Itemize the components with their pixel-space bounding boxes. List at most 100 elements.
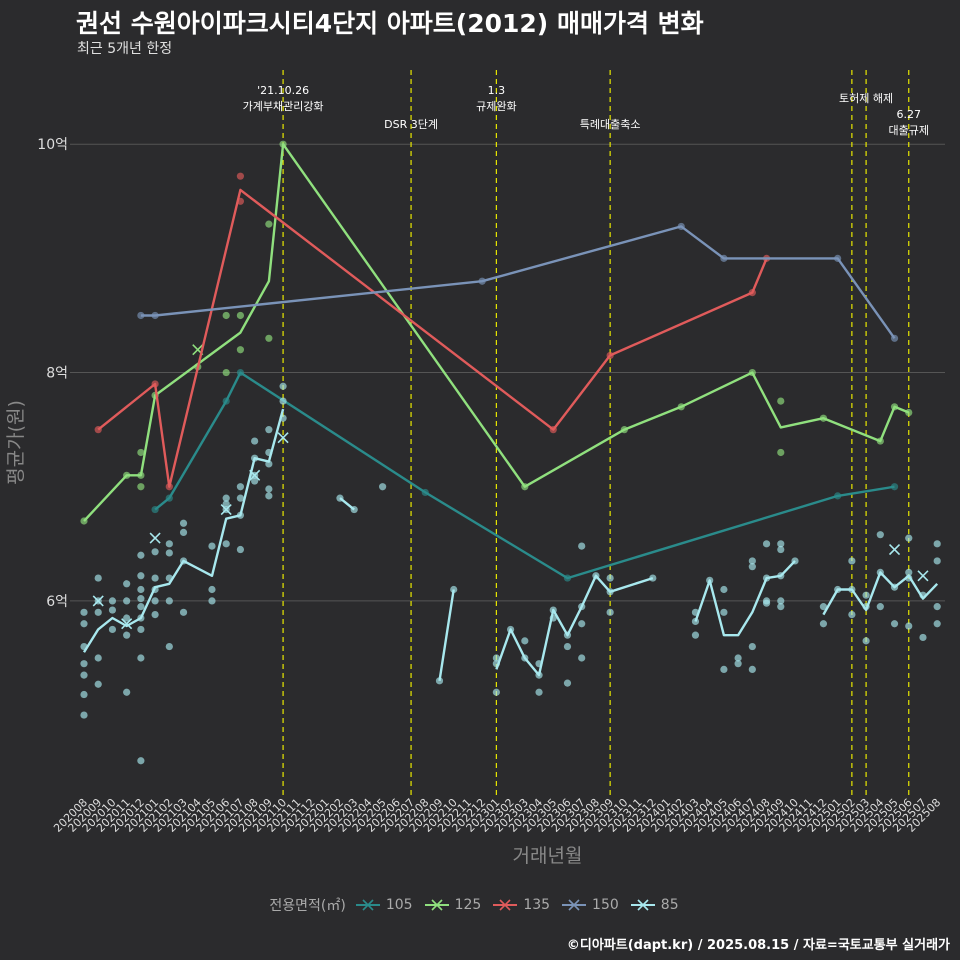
legend-label: 125 bbox=[454, 897, 482, 913]
data-point-85 bbox=[905, 534, 913, 542]
data-point-85 bbox=[222, 494, 230, 502]
series-135 bbox=[94, 172, 771, 491]
data-point-85 bbox=[933, 540, 941, 548]
data-point-125 bbox=[137, 483, 145, 491]
event-label: '21.10.26 bbox=[257, 84, 309, 97]
data-point-85 bbox=[251, 477, 259, 485]
series-line-135 bbox=[97, 188, 768, 488]
event-label: 특례대출축소 bbox=[580, 118, 641, 131]
data-point-85 bbox=[777, 597, 785, 605]
event-label: 1.3 bbox=[488, 84, 506, 97]
data-point-85 bbox=[208, 542, 216, 550]
data-point-125 bbox=[137, 448, 145, 457]
cancel-marker-85 bbox=[917, 570, 929, 582]
data-point-85 bbox=[720, 665, 728, 674]
data-point-85 bbox=[777, 540, 785, 548]
data-point-85 bbox=[80, 671, 88, 679]
data-point-85 bbox=[606, 574, 614, 582]
series-line-85 bbox=[438, 589, 455, 681]
data-point-85 bbox=[819, 620, 828, 628]
data-point-85 bbox=[151, 548, 159, 556]
data-point-85 bbox=[919, 633, 927, 642]
data-point-85 bbox=[179, 528, 188, 537]
data-point-85 bbox=[137, 572, 145, 580]
legend-label: 105 bbox=[385, 897, 413, 913]
data-point-85 bbox=[123, 597, 131, 605]
data-point-125 bbox=[265, 334, 273, 342]
cancel-marker-85 bbox=[888, 543, 901, 556]
data-point-85 bbox=[890, 620, 899, 628]
data-point-85 bbox=[279, 397, 287, 405]
data-point-85 bbox=[222, 500, 230, 508]
data-point-85 bbox=[179, 608, 188, 616]
data-point-85 bbox=[236, 483, 245, 491]
y-tick-label: 10억 bbox=[37, 137, 68, 153]
chart-subtitle: 최근 5개년 한정 bbox=[77, 41, 173, 57]
data-point-85 bbox=[80, 711, 88, 719]
data-point-85 bbox=[876, 531, 884, 539]
data-point-125 bbox=[236, 311, 245, 320]
series-105 bbox=[151, 368, 899, 582]
series-layer bbox=[80, 140, 941, 765]
data-point-85 bbox=[265, 492, 273, 500]
y-tick-label: 6억 bbox=[46, 594, 68, 610]
event-label: DSR 3단계 bbox=[384, 118, 438, 131]
data-point-85 bbox=[137, 625, 145, 634]
data-point-85 bbox=[862, 591, 870, 599]
data-point-85 bbox=[165, 642, 173, 651]
data-point-85 bbox=[108, 597, 117, 605]
data-point-85 bbox=[208, 597, 216, 605]
data-point-85 bbox=[94, 608, 102, 616]
data-point-85 bbox=[137, 595, 145, 603]
data-point-85 bbox=[933, 603, 941, 611]
y-axis-label: 평균가(원) bbox=[5, 400, 27, 485]
legend: 전용면적(㎡) 105 125 135 150 85 bbox=[0, 895, 960, 915]
data-point-85 bbox=[265, 426, 273, 434]
data-point-85 bbox=[720, 608, 728, 616]
data-point-85 bbox=[777, 603, 785, 611]
data-point-85 bbox=[521, 637, 529, 645]
cancel-marker-85 bbox=[92, 595, 104, 607]
data-point-85 bbox=[862, 637, 870, 645]
data-point-85 bbox=[720, 585, 728, 594]
series-line-85 bbox=[339, 497, 355, 511]
legend-item-125: 125 bbox=[424, 897, 482, 913]
cancel-marker-85 bbox=[220, 504, 232, 516]
data-point-85 bbox=[80, 660, 88, 668]
data-point-85 bbox=[748, 557, 756, 565]
data-point-85 bbox=[94, 654, 102, 662]
x-axis-label: 거래년월 bbox=[513, 845, 583, 867]
data-point-125 bbox=[777, 448, 785, 457]
data-point-85 bbox=[94, 574, 102, 582]
data-point-85 bbox=[563, 679, 572, 687]
series-line-150 bbox=[140, 225, 896, 339]
data-point-85 bbox=[151, 597, 159, 605]
data-point-85 bbox=[578, 542, 586, 550]
chart-title: 권선 수원아이파크시티4단지 아파트(2012) 매매가격 변화 bbox=[76, 9, 704, 38]
data-point-85 bbox=[535, 688, 543, 696]
data-point-85 bbox=[691, 631, 700, 639]
event-label: 토허제 해제 bbox=[839, 91, 893, 105]
axis-layer: 6억8억10억202008202009202010202011202012202… bbox=[5, 137, 943, 867]
legend-item-85: 85 bbox=[630, 897, 679, 913]
data-point-125 bbox=[265, 220, 273, 228]
data-point-85 bbox=[94, 680, 102, 688]
series-line-85 bbox=[694, 560, 796, 637]
data-point-85 bbox=[762, 599, 771, 607]
data-point-85 bbox=[108, 606, 117, 614]
data-point-85 bbox=[777, 545, 785, 554]
legend-swatch bbox=[355, 899, 380, 911]
data-point-85 bbox=[137, 757, 145, 765]
legend-item-105: 105 bbox=[355, 897, 413, 913]
data-point-85 bbox=[137, 603, 145, 611]
data-point-85 bbox=[80, 690, 88, 699]
legend-item-135: 135 bbox=[493, 897, 550, 913]
data-point-85 bbox=[208, 585, 216, 594]
data-point-85 bbox=[151, 611, 159, 619]
data-point-85 bbox=[848, 611, 856, 619]
data-point-150 bbox=[137, 311, 145, 320]
data-point-85 bbox=[165, 549, 173, 557]
data-point-85 bbox=[236, 494, 245, 502]
event-label: 대출규제 bbox=[889, 124, 929, 137]
legend-label: 135 bbox=[523, 897, 551, 913]
